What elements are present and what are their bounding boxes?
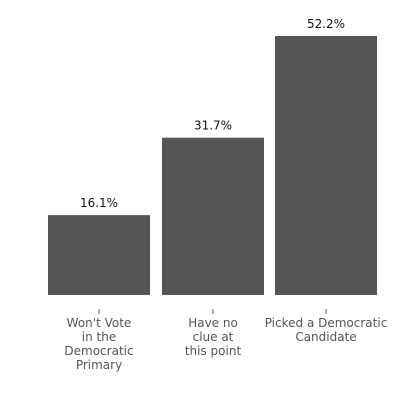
value-labels-group: 16.1% 31.7% 52.2% — [80, 17, 345, 210]
category-label-line: Picked a Democratic — [265, 316, 388, 330]
category-label-2: Have no clue at this point — [185, 316, 242, 358]
category-label-line: this point — [185, 344, 242, 358]
bar-1 — [48, 215, 150, 295]
value-label-2: 31.7% — [194, 119, 232, 133]
category-label-line: clue at — [193, 330, 234, 344]
category-label-line: Primary — [76, 358, 122, 372]
category-label-line: Have no — [188, 316, 238, 330]
category-label-line: Democratic — [64, 344, 133, 358]
bars-group — [48, 36, 377, 295]
category-label-line: Won't Vote — [67, 316, 132, 330]
bar-3 — [275, 36, 377, 295]
category-labels-group: Won't Vote in the Democratic Primary Have no… — [64, 316, 387, 372]
x-ticks-group — [98, 309, 327, 314]
category-label-1: Won't Vote in the Democratic Primary — [64, 316, 133, 372]
bar-2 — [162, 137, 264, 295]
value-label-1: 16.1% — [80, 196, 118, 210]
category-label-line: Candidate — [295, 330, 356, 344]
category-label-3: Picked a Democratic Candidate — [265, 316, 388, 344]
value-label-3: 52.2% — [307, 17, 345, 31]
category-label-line: in the — [82, 330, 116, 344]
